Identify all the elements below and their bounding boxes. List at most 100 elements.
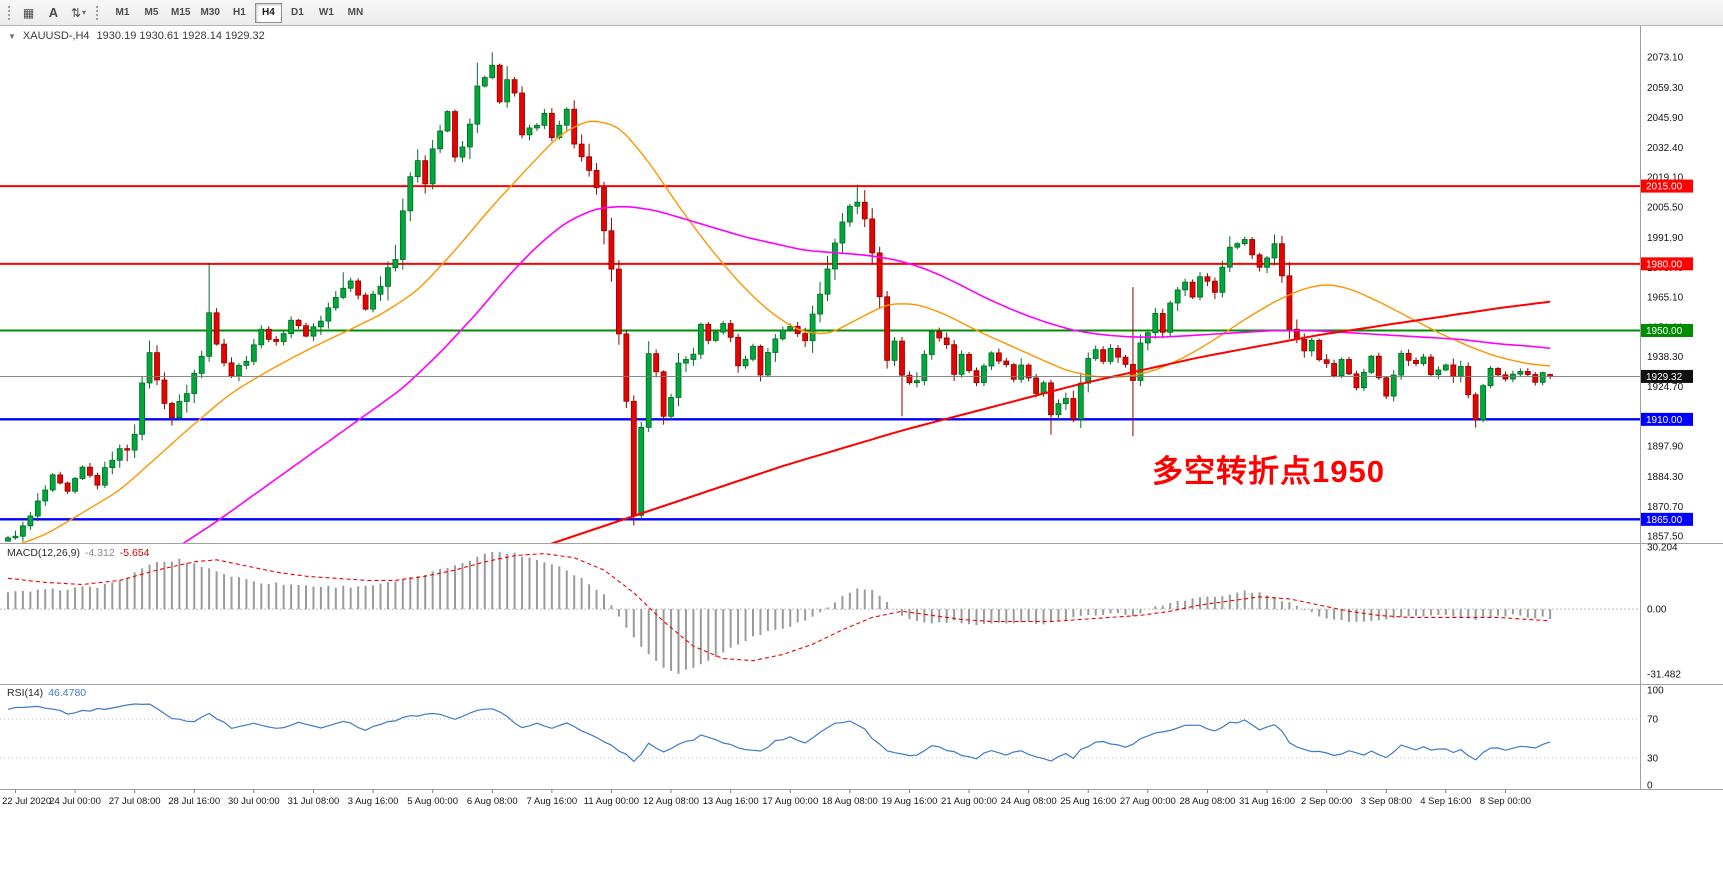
price-badge: [1641, 323, 1693, 337]
svg-text:0.00: 0.00: [1647, 605, 1667, 616]
svg-text:3 Aug 16:00: 3 Aug 16:00: [348, 796, 399, 807]
svg-text:1991.90: 1991.90: [1647, 233, 1684, 244]
chart-area[interactable]: 2073.10 2059.30 2045.90 2032.40 2019.10 2005.…: [0, 26, 1723, 895]
svg-text:1924.70: 1924.70: [1647, 382, 1684, 393]
svg-text:30: 30: [1647, 753, 1659, 764]
svg-text:2059.30: 2059.30: [1647, 83, 1684, 94]
svg-text:1910.00: 1910.00: [1646, 415, 1683, 426]
timeframe-button-mn[interactable]: MN: [342, 3, 369, 23]
svg-text:1980.00: 1980.00: [1646, 259, 1683, 270]
timeframe-button-h4[interactable]: H4: [254, 2, 282, 23]
toolbar-grip-2[interactable]: [95, 4, 100, 21]
timeframe-button-m5[interactable]: M5: [138, 3, 165, 23]
rsi-label: RSI(14) 46.4780: [7, 687, 86, 699]
rsi-line: [7, 703, 1551, 763]
svg-text:6 Aug 08:00: 6 Aug 08:00: [467, 796, 518, 807]
chart-annotation-text[interactable]: 多空转折点1950: [1152, 454, 1385, 489]
arrows-icon: ⇅: [70, 5, 82, 20]
svg-text:1857.50: 1857.50: [1647, 531, 1684, 542]
symbol-caret-icon: ▼: [8, 31, 16, 41]
svg-text:28 Aug 08:00: 28 Aug 08:00: [1179, 796, 1235, 807]
svg-text:22 Jul 2020: 22 Jul 2020: [2, 796, 51, 807]
ma-mid-line: [182, 205, 1551, 543]
price-badge: [1641, 512, 1693, 526]
rsi-panel[interactable]: [0, 703, 1640, 763]
svg-text:2019.10: 2019.10: [1647, 172, 1684, 183]
svg-text:2032.40: 2032.40: [1647, 143, 1684, 154]
svg-text:100: 100: [1647, 686, 1664, 697]
svg-text:1865.00: 1865.00: [1646, 515, 1683, 526]
ma-fast-line: [20, 120, 1551, 543]
price-badge: [1641, 412, 1693, 426]
svg-text:13 Aug 16:00: 13 Aug 16:00: [703, 796, 759, 807]
svg-text:3 Sep 08:00: 3 Sep 08:00: [1361, 796, 1412, 807]
price-axis[interactable]: 2073.10 2059.30 2045.90 2032.40 2019.10 2005.…: [0, 26, 1723, 792]
svg-text:1897.90: 1897.90: [1647, 442, 1684, 453]
svg-text:24 Jul 00:00: 24 Jul 00:00: [49, 796, 101, 807]
timeframe-button-m30[interactable]: M30: [196, 3, 223, 23]
ohlc-values: 1930.19 1930.61 1928.14 1929.32: [96, 30, 265, 42]
rsi-value: 46.4780: [48, 687, 87, 699]
svg-text:2073.10: 2073.10: [1647, 53, 1684, 64]
svg-text:2005.50: 2005.50: [1647, 203, 1684, 214]
rsi-name: RSI(14): [7, 687, 44, 699]
price-badge: [1641, 369, 1693, 383]
svg-text:19 Aug 16:00: 19 Aug 16:00: [881, 796, 937, 807]
price-badge: [1641, 179, 1693, 193]
macd-label: MACD(12,26,9) -4.312 -5.654: [7, 547, 150, 559]
svg-text:11 Aug 00:00: 11 Aug 00:00: [584, 796, 639, 807]
svg-text:30 Jul 00:00: 30 Jul 00:00: [228, 796, 280, 807]
toolbar-grip[interactable]: [7, 4, 12, 21]
svg-text:30.204: 30.204: [1647, 543, 1678, 554]
timeframe-button-h1[interactable]: H1: [226, 3, 253, 23]
svg-text:8 Sep 00:00: 8 Sep 00:00: [1480, 796, 1531, 807]
chart-canvas[interactable]: 2073.10 2059.30 2045.90 2032.40 2019.10 2005.…: [0, 26, 1723, 895]
arrows-dropdown-icon[interactable]: ⇅ ▾: [67, 3, 90, 23]
svg-text:1929.32: 1929.32: [1646, 372, 1683, 383]
svg-text:27 Jul 08:00: 27 Jul 08:00: [109, 796, 161, 807]
svg-text:1950.00: 1950.00: [1646, 326, 1683, 337]
svg-text:70: 70: [1647, 715, 1659, 726]
timeframe-button-w1[interactable]: W1: [313, 3, 340, 23]
toolbar: ▦ A ⇅ ▾ M1 M5 M15 M30 H1 H4 D1 W1 MN: [0, 0, 1723, 26]
svg-text:2015.00: 2015.00: [1646, 182, 1683, 193]
svg-text:1938.30: 1938.30: [1647, 352, 1684, 363]
svg-text:1870.70: 1870.70: [1647, 502, 1684, 513]
text-tool-icon[interactable]: A: [42, 3, 65, 23]
ma-slow-line: [550, 300, 1551, 543]
svg-text:31 Jul 08:00: 31 Jul 08:00: [288, 796, 340, 807]
svg-text:2 Sep 00:00: 2 Sep 00:00: [1301, 796, 1352, 807]
svg-text:25 Aug 16:00: 25 Aug 16:00: [1060, 796, 1116, 807]
svg-text:12 Aug 08:00: 12 Aug 08:00: [643, 796, 699, 807]
macd-signal-value: -5.654: [119, 547, 150, 559]
svg-text:0: 0: [1647, 781, 1653, 792]
timeframe-button-d1[interactable]: D1: [284, 3, 311, 23]
symbol-period-label: XAUUSD-,H4: [22, 30, 90, 42]
svg-text:27 Aug 00:00: 27 Aug 00:00: [1120, 796, 1176, 807]
timeframe-button-m15[interactable]: M15: [167, 3, 194, 23]
svg-text:21 Aug 00:00: 21 Aug 00:00: [941, 796, 997, 807]
macd-name: MACD(12,26,9): [7, 547, 80, 559]
svg-text:7 Aug 16:00: 7 Aug 16:00: [526, 796, 577, 807]
svg-text:18 Aug 08:00: 18 Aug 08:00: [822, 796, 878, 807]
macd-panel[interactable]: [0, 551, 1640, 674]
svg-text:2045.90: 2045.90: [1647, 113, 1684, 124]
svg-text:31 Aug 16:00: 31 Aug 16:00: [1239, 796, 1295, 807]
svg-text:-31.482: -31.482: [1647, 669, 1681, 680]
price-badge: [1641, 257, 1693, 271]
dropdown-caret-icon: ▾: [82, 7, 87, 17]
svg-text:24 Aug 08:00: 24 Aug 08:00: [1001, 796, 1057, 807]
svg-text:28 Jul 16:00: 28 Jul 16:00: [168, 796, 220, 807]
timeframe-toolbar: M1 M5 M15 M30 H1 H4 D1 W1 MN: [108, 2, 370, 23]
svg-text:5 Aug 00:00: 5 Aug 00:00: [407, 796, 458, 807]
svg-text:17 Aug 00:00: 17 Aug 00:00: [762, 796, 818, 807]
macd-main-value: -4.312: [84, 547, 115, 559]
svg-text:1884.30: 1884.30: [1647, 472, 1684, 483]
main-price-panel[interactable]: [0, 52, 1640, 548]
grid-icon[interactable]: ▦: [17, 3, 40, 23]
timeframe-button-m1[interactable]: M1: [109, 3, 136, 23]
macd-signal-line: [7, 553, 1551, 662]
svg-text:4 Sep 16:00: 4 Sep 16:00: [1420, 796, 1471, 807]
